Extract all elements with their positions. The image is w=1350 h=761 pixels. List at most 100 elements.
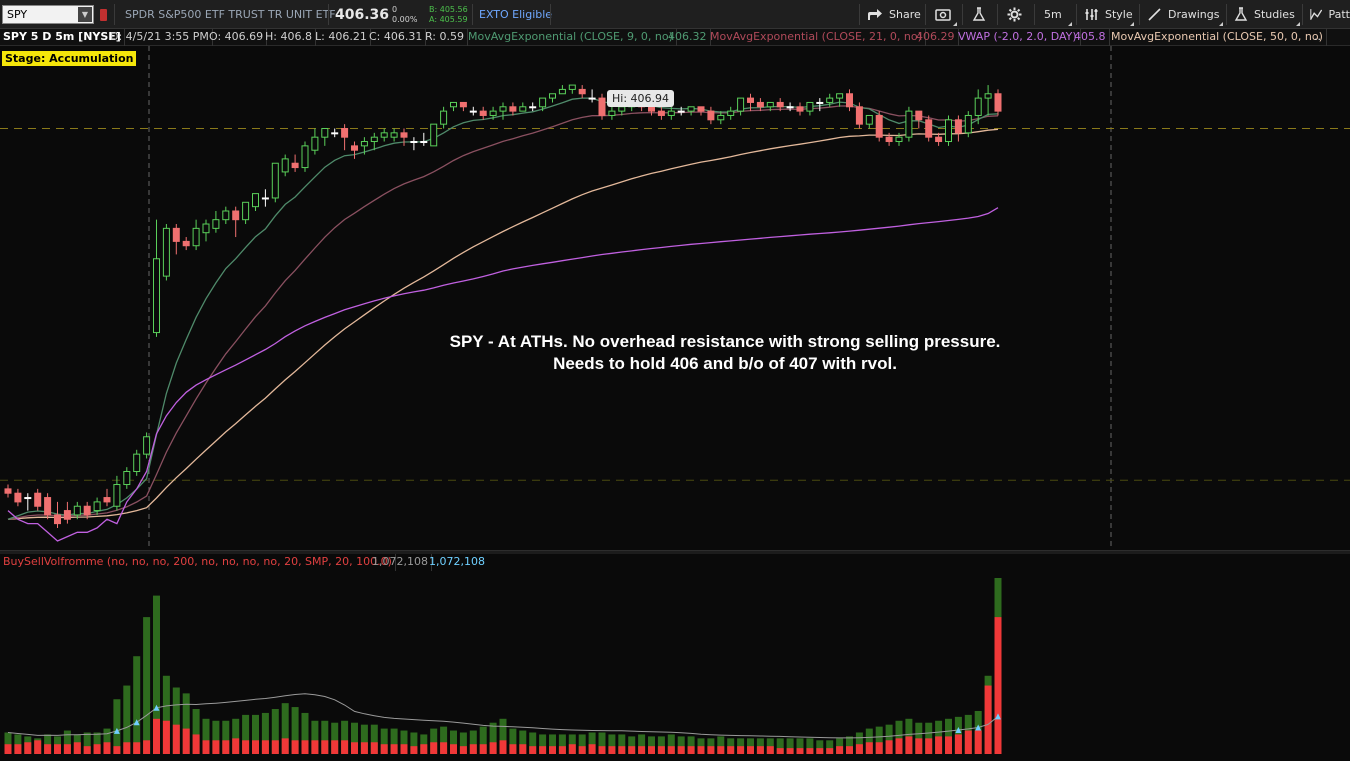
grid-layout-button[interactable] bbox=[929, 0, 959, 29]
net-change: 0 bbox=[392, 5, 398, 14]
volume-bar-sell bbox=[667, 746, 675, 754]
volume-bar-total bbox=[499, 718, 507, 754]
volume-bar-total bbox=[875, 726, 883, 754]
patterns-button[interactable]: Patt bbox=[1304, 0, 1350, 29]
timeframe-button[interactable]: 5m bbox=[1038, 0, 1074, 29]
volume-bar-total bbox=[360, 724, 368, 754]
volume-bar-total bbox=[380, 728, 388, 754]
volume-bar-total bbox=[657, 736, 665, 754]
volume-bar-total bbox=[667, 734, 675, 754]
drawings-button[interactable]: Drawings bbox=[1141, 0, 1225, 29]
volume-bar-total bbox=[826, 740, 834, 754]
volume-bar-sell bbox=[717, 746, 725, 754]
candle-body bbox=[984, 93, 992, 99]
camera-icon bbox=[935, 9, 951, 21]
flask-button[interactable] bbox=[966, 0, 994, 29]
candle-body bbox=[747, 97, 754, 103]
volume-bar-total bbox=[519, 730, 527, 754]
volume-study-label[interactable]: BuySellVolfromme (no, no, no, 200, no, n… bbox=[0, 554, 396, 571]
share-button[interactable]: Share bbox=[861, 0, 921, 29]
candle-body bbox=[578, 88, 586, 95]
pane-splitter[interactable] bbox=[0, 550, 1350, 554]
candle-body bbox=[727, 110, 735, 116]
volume-bar-sell bbox=[172, 724, 180, 754]
volume-chart[interactable] bbox=[0, 572, 1350, 758]
ema21-study-label[interactable]: MovAvgExponential (CLOSE, 21, 0, no) bbox=[707, 29, 926, 46]
volume-bar-sell bbox=[321, 740, 329, 754]
candle-body bbox=[252, 193, 259, 208]
style-button[interactable]: Style bbox=[1078, 0, 1136, 29]
candle-body bbox=[34, 492, 42, 507]
ema9-study-label[interactable]: MovAvgExponential (CLOSE, 9, 0, no) bbox=[465, 29, 677, 46]
divider bbox=[997, 4, 998, 25]
volume-bar-total bbox=[618, 734, 626, 754]
vwap-study-label[interactable]: VWAP (-2.0, 2.0, DAY) bbox=[955, 29, 1081, 46]
volume-bar-sell bbox=[450, 744, 457, 754]
volume-bar-total bbox=[440, 726, 448, 754]
candle-body bbox=[103, 497, 111, 503]
candle-body bbox=[796, 106, 804, 112]
annotation-line-2: Needs to hold 406 and b/o of 407 with rv… bbox=[553, 354, 897, 373]
volume-bar-sell bbox=[63, 744, 71, 754]
settings-button[interactable] bbox=[1001, 0, 1029, 29]
candle-body bbox=[301, 145, 309, 169]
volume-signal-marker bbox=[995, 713, 1001, 720]
candle-body bbox=[954, 119, 962, 134]
volume-bar-total bbox=[63, 730, 71, 754]
studies-button[interactable]: Studies bbox=[1228, 0, 1302, 29]
candle-body bbox=[836, 93, 844, 99]
volume-bar-sell bbox=[14, 744, 22, 754]
candle-body bbox=[667, 110, 675, 116]
candle-body bbox=[153, 258, 160, 334]
volume-bar-sell bbox=[133, 742, 141, 754]
volume-bar-sell bbox=[499, 740, 507, 754]
candle-body bbox=[222, 210, 230, 221]
candle-body bbox=[420, 141, 428, 144]
volume-bar-sell bbox=[4, 744, 12, 754]
candle-body bbox=[499, 106, 507, 112]
volume-bar-total bbox=[608, 734, 616, 754]
volume-study-bar: BuySellVolfromme (no, no, no, 200, no, n… bbox=[0, 554, 1350, 571]
link-color-icon[interactable] bbox=[100, 9, 107, 21]
volume-bar-total bbox=[4, 732, 12, 754]
volume-bar-total bbox=[172, 687, 180, 754]
volume-bar-sell bbox=[945, 736, 952, 754]
candle-body bbox=[459, 101, 467, 108]
candle-body bbox=[865, 114, 873, 125]
volume-bar-sell bbox=[261, 740, 269, 754]
divider bbox=[962, 4, 963, 25]
price-chart[interactable] bbox=[0, 46, 1350, 554]
divider bbox=[472, 4, 473, 25]
candle-body bbox=[143, 436, 151, 455]
volume-bar-sell bbox=[252, 740, 259, 754]
candle-body bbox=[400, 132, 408, 138]
volume-bar-total bbox=[370, 724, 378, 754]
more-studies-indicator[interactable]: .. bbox=[1314, 30, 1321, 43]
candle-body bbox=[162, 227, 170, 277]
volume-bar-sell bbox=[855, 744, 863, 754]
candle-body bbox=[24, 497, 32, 500]
bar-range: R: 0.59 bbox=[422, 29, 468, 46]
volume-bar-total bbox=[846, 736, 853, 754]
exto-eligible-link[interactable]: EXTO Eligible bbox=[479, 8, 553, 21]
volume-bar-total bbox=[311, 720, 319, 754]
volume-bar-sell bbox=[113, 746, 121, 754]
candle-body bbox=[588, 97, 596, 100]
candle-body bbox=[54, 514, 61, 525]
volume-bar-total bbox=[628, 736, 636, 754]
volume-bar-total bbox=[103, 728, 111, 754]
annotation-line-1: SPY - At ATHs. No overhead resistance wi… bbox=[449, 332, 1001, 351]
ema50-study-label[interactable]: MovAvgExponential (CLOSE, 50, 0, no) bbox=[1108, 29, 1327, 46]
candle-body bbox=[351, 145, 358, 151]
candle-body bbox=[479, 110, 487, 116]
candle-body bbox=[14, 492, 22, 503]
candle-body bbox=[826, 97, 834, 103]
volume-bar-total bbox=[232, 718, 240, 754]
symbol-input[interactable]: SPY ▼ bbox=[2, 5, 94, 24]
style-label: Style bbox=[1105, 8, 1133, 21]
candle-body bbox=[331, 132, 339, 135]
volume-bar-sell bbox=[648, 746, 655, 754]
candle-body bbox=[63, 510, 71, 520]
corner-arrow bbox=[1068, 22, 1072, 26]
chevron-down-icon[interactable]: ▼ bbox=[78, 7, 92, 22]
